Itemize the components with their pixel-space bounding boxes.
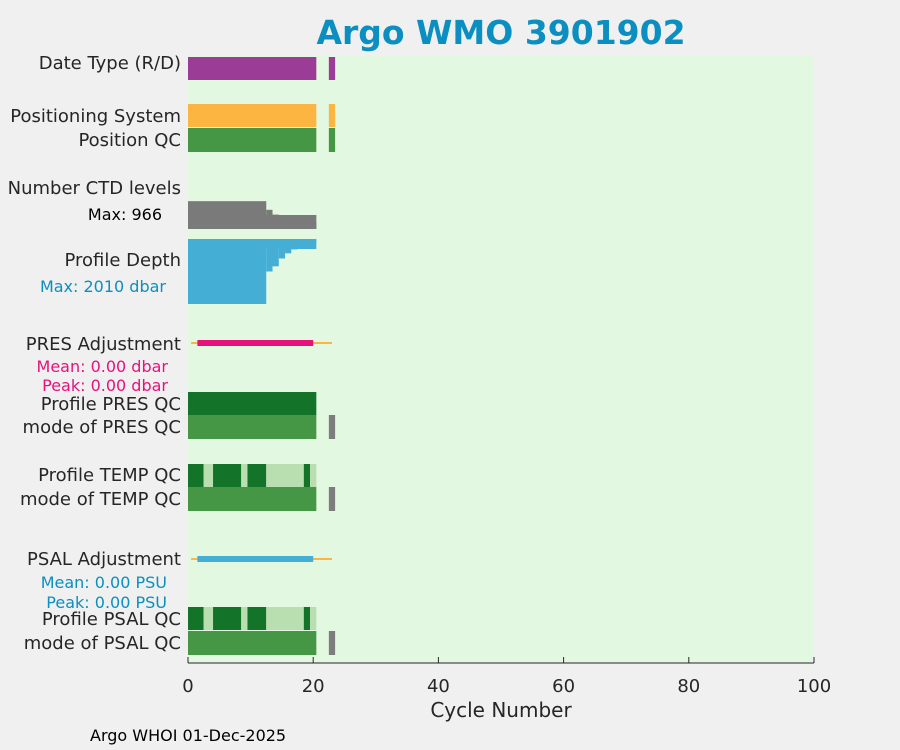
profile-psal-qc-bar-seg-3 [241, 607, 248, 630]
profile-psal-qc-bar-seg-6 [285, 607, 304, 630]
profile-psal-qc-bar-seg-2 [213, 607, 242, 630]
annotation-ctd-max: Max: 966 [88, 205, 162, 224]
annotation-psal-mean: Mean: 0.00 PSU [41, 573, 167, 592]
profile-temp-qc-bar-seg-6 [285, 464, 304, 487]
profile-temp-qc-bar-seg-3 [241, 464, 248, 487]
profile-psal-qc-bar-seg-8 [310, 607, 317, 630]
x-tick-label-80: 80 [677, 676, 700, 697]
profile-temp-qc-bar-seg-4 [247, 464, 267, 487]
x-tick-label-0: 0 [182, 676, 193, 697]
profile-depth-bar-2 [272, 239, 279, 267]
annotation-psal-peak: Peak: 0.00 PSU [46, 593, 167, 612]
row-label-pres-adjustment: PRES Adjustment [26, 334, 181, 355]
annotation-depth-max: Max: 2010 dbar [40, 277, 166, 296]
profile-temp-qc-bar-seg-1 [203, 464, 214, 487]
profile-temp-qc-bar-seg-8 [310, 464, 317, 487]
annotation-pres-mean: Mean: 0.00 dbar [37, 357, 169, 376]
profile-temp-qc-bar-seg-2 [213, 464, 242, 487]
row-label-positioning-system: Positioning System [10, 106, 181, 127]
row-labels: Date Type (R/D) Positioning System Positio… [8, 53, 181, 654]
profile-temp-qc-bar-seg-0 [188, 464, 204, 487]
row-label-mode-temp-qc: mode of TEMP QC [20, 489, 181, 510]
date-type-bar-seg-0 [188, 57, 317, 80]
profile-psal-qc-bar-seg-4 [247, 607, 267, 630]
row-label-psal-adjustment: PSAL Adjustment [27, 549, 181, 570]
row-label-date-type: Date Type (R/D) [39, 53, 181, 74]
ctd-levels-base [188, 215, 317, 229]
profile-pres-qc-bar-seg-0 [188, 392, 317, 415]
positioning-bar-seg-1 [328, 104, 336, 127]
mode-pres-qc-bar-seg-0 [188, 415, 317, 439]
row-label-profile-temp-qc: Profile TEMP QC [38, 465, 181, 486]
x-tick-label-100: 100 [797, 676, 831, 697]
position-qc-bar-seg-1 [328, 128, 336, 152]
profile-psal-qc-bar-seg-0 [188, 607, 204, 630]
mode-psal-qc-bar-seg-1 [328, 631, 336, 655]
profile-psal-qc-bar-seg-5 [266, 607, 286, 630]
profile-depth-bar-8 [310, 239, 317, 243]
date-type-bar-seg-1 [328, 57, 336, 80]
profile-psal-qc-bar-seg-7 [303, 607, 311, 630]
footer-text: Argo WHOI 01-Dec-2025 [90, 726, 286, 745]
profile-depth-bar-0 [188, 239, 267, 304]
row-label-mode-psal-qc: mode of PSAL QC [24, 633, 181, 654]
chart-title: Argo WMO 3901902 [316, 13, 685, 52]
profile-psal-qc-bar-seg-1 [203, 607, 214, 630]
mode-pres-qc-bar-seg-1 [328, 415, 336, 439]
profile-depth-bar-6 [297, 239, 304, 247]
x-tick-label-60: 60 [552, 676, 575, 697]
row-label-profile-psal-qc: Profile PSAL QC [42, 609, 181, 630]
mode-temp-qc-bar-seg-1 [328, 487, 336, 511]
profile-depth-bar-5 [291, 239, 298, 250]
chart-marks [188, 57, 336, 655]
profile-depth-bar-4 [285, 239, 292, 254]
profile-depth-bar-1 [266, 239, 273, 272]
profile-depth-bar-3 [278, 239, 286, 259]
profile-depth-bar-7 [303, 239, 311, 246]
mode-psal-qc-bar-seg-0 [188, 631, 317, 655]
x-ticks: 0 20 40 60 80 100 [182, 657, 831, 697]
row-label-mode-pres-qc: mode of PRES QC [23, 417, 181, 438]
row-label-profile-pres-qc: Profile PRES QC [41, 394, 181, 415]
positioning-bar-seg-0 [188, 104, 317, 127]
profile-temp-qc-bar-seg-7 [303, 464, 311, 487]
row-label-position-qc: Position QC [78, 130, 181, 151]
x-axis-label: Cycle Number [430, 698, 572, 722]
x-tick-label-20: 20 [302, 676, 325, 697]
annotation-pres-peak: Peak: 0.00 dbar [42, 376, 168, 395]
x-tick-label-40: 40 [427, 676, 450, 697]
mode-temp-qc-bar-seg-0 [188, 487, 317, 511]
row-label-profile-depth: Profile Depth [64, 250, 181, 271]
profile-temp-qc-bar-seg-5 [266, 464, 286, 487]
position-qc-bar-seg-0 [188, 128, 317, 152]
row-label-number-ctd-levels: Number CTD levels [8, 178, 181, 199]
